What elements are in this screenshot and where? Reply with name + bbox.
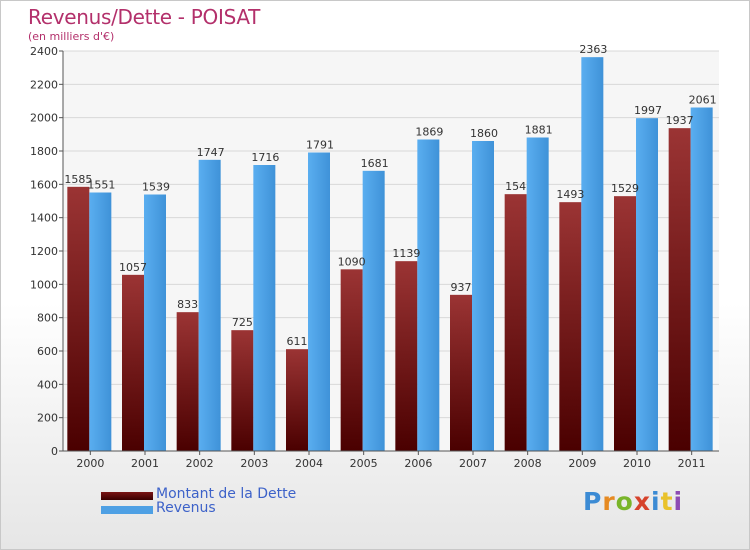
bar-revenus-2007: [472, 141, 494, 451]
y-tick-label: 600: [37, 345, 58, 358]
y-tick-label: 1200: [30, 245, 58, 258]
bar-revenus-2011: [690, 107, 713, 451]
bar-dette-2008: [504, 194, 527, 451]
data-label-revenus-2000: 1551: [87, 179, 115, 192]
bar-dette-2009: [559, 202, 582, 451]
legend-label-dette: Montant de la Dette: [156, 486, 297, 502]
y-tick-label: 1600: [30, 178, 58, 191]
data-label-revenus-2011: 2061: [689, 94, 717, 107]
data-label-dette-2009: 1493: [556, 188, 584, 201]
data-label-revenus-2001: 1539: [142, 181, 170, 194]
y-tick-label: 400: [37, 378, 58, 391]
x-tick-label-2010: 2010: [623, 457, 651, 470]
y-tick-label: 0: [51, 445, 58, 458]
proxiti-logo: Proxiti: [583, 487, 684, 516]
x-tick-label-2008: 2008: [514, 457, 542, 470]
data-label-dette-2006: 1139: [392, 247, 420, 260]
bar-dette-2007: [450, 294, 472, 451]
legend-swatch-dette: [101, 492, 153, 500]
bar-dette-2000: [67, 186, 90, 452]
y-tick-label: 2200: [30, 78, 58, 91]
data-label-dette-2001: 1057: [119, 261, 147, 274]
x-tick-label-2004: 2004: [295, 457, 323, 470]
data-label-revenus-2008: 1881: [525, 124, 553, 137]
x-tick-label-2003: 2003: [240, 457, 268, 470]
data-label-dette-2003: 725: [232, 316, 253, 329]
data-label-revenus-2004: 1791: [306, 139, 334, 152]
data-label-dette-2005: 1090: [338, 255, 366, 268]
legend-swatch-revenus: [101, 506, 153, 514]
bar-revenus-2004: [308, 152, 330, 451]
bar-revenus-2001: [144, 194, 166, 451]
legend-label-revenus: Revenus: [156, 500, 216, 516]
bar-dette-2001: [122, 274, 144, 451]
data-label-dette-2000: 1585: [64, 173, 92, 186]
data-label-dette-2004: 611: [287, 335, 308, 348]
x-tick-label-2001: 2001: [131, 457, 159, 470]
bar-dette-2011: [668, 128, 691, 451]
data-label-dette-2007: 937: [451, 281, 472, 294]
data-label-revenus-2009: 2363: [579, 43, 607, 56]
data-label-revenus-2010: 1997: [634, 104, 662, 117]
data-label-revenus-2002: 1747: [197, 146, 225, 159]
x-tick-label-2000: 2000: [76, 457, 104, 470]
data-label-revenus-2005: 1681: [361, 157, 389, 170]
bar-dette-2006: [395, 261, 418, 451]
data-label-dette-2002: 833: [177, 298, 198, 311]
x-tick-label-2011: 2011: [678, 457, 706, 470]
bar-dette-2002: [176, 312, 199, 451]
y-tick-label: 2000: [30, 112, 58, 125]
x-tick-label-2005: 2005: [350, 457, 378, 470]
x-tick-label-2007: 2007: [459, 457, 487, 470]
bar-revenus-2010: [636, 118, 658, 452]
y-tick-label: 800: [37, 312, 58, 325]
bar-dette-2010: [614, 196, 636, 451]
chart-title: Revenus/Dette - POISAT: [28, 5, 261, 29]
data-label-dette-2010: 1529: [611, 182, 639, 195]
y-tick-label: 1800: [30, 145, 58, 158]
bar-revenus-2003: [253, 165, 276, 451]
data-label-dette-2008: 154: [505, 180, 526, 193]
bar-revenus-2002: [198, 159, 221, 452]
bar-revenus-2005: [362, 170, 385, 452]
x-tick-label-2002: 2002: [186, 457, 214, 470]
bar-dette-2003: [231, 330, 254, 451]
x-tick-label-2009: 2009: [568, 457, 596, 470]
bar-dette-2005: [340, 269, 363, 451]
bar-dette-2004: [286, 349, 308, 451]
data-label-dette-2011: 1937: [666, 114, 694, 127]
data-label-revenus-2003: 1716: [251, 151, 279, 164]
bar-revenus-2000: [89, 192, 112, 451]
bar-revenus-2008: [526, 137, 549, 451]
y-tick-label: 1000: [30, 278, 58, 291]
y-tick-label: 2400: [30, 45, 58, 58]
chart-subtitle: (en milliers d'€): [28, 30, 115, 43]
y-tick-label: 1400: [30, 212, 58, 225]
data-label-revenus-2007: 1860: [470, 127, 498, 140]
bar-revenus-2009: [581, 57, 604, 452]
x-tick-label-2006: 2006: [404, 457, 432, 470]
y-tick-label: 200: [37, 412, 58, 425]
data-label-revenus-2006: 1869: [415, 126, 443, 139]
bar-revenus-2006: [417, 139, 440, 451]
